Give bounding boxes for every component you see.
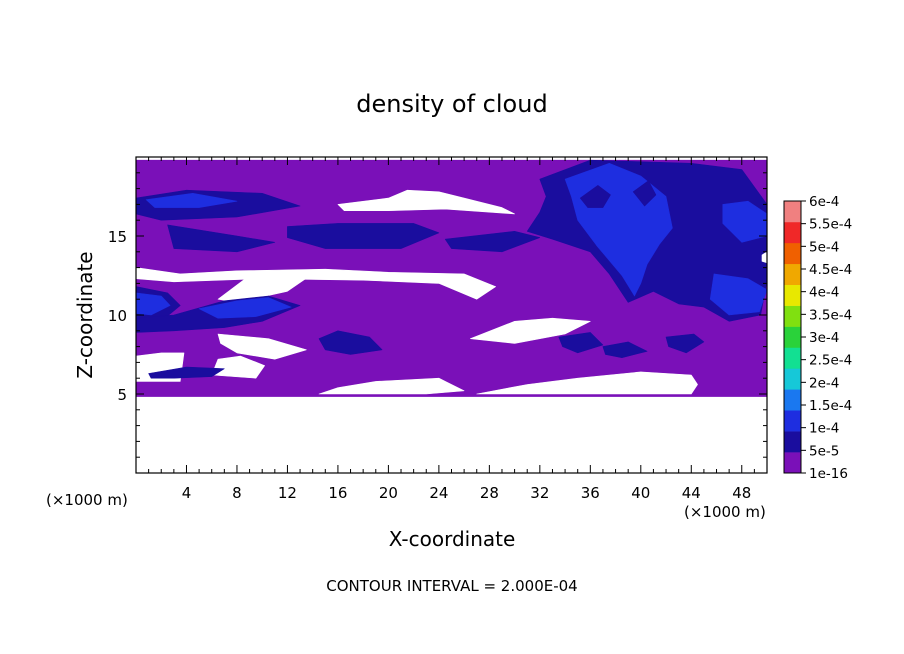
y-axis-label: Z-coordinate [73, 251, 97, 378]
colorbar-label: 5.5e-4 [809, 217, 852, 233]
contour-region-19 [665, 333, 705, 354]
colorbar-label: 2e-4 [809, 375, 839, 391]
colorbar-swatch [784, 284, 801, 306]
x-tick-label: 24 [429, 484, 448, 502]
colorbar-label: 3.5e-4 [809, 307, 852, 323]
x-tick-label: 48 [732, 484, 751, 502]
y-tick-label: 10 [108, 307, 127, 325]
colorbar-label: 1e-16 [809, 466, 848, 482]
x-tick-label: 40 [631, 484, 650, 502]
contour-region-17 [558, 332, 604, 354]
x-tick-label: 8 [232, 484, 242, 502]
contour-region-11 [167, 224, 276, 253]
colorbar-label: 4.5e-4 [809, 262, 852, 278]
colorbar-swatch [784, 242, 801, 265]
x-unit-left: (×1000 m) [46, 491, 128, 509]
contour-region-13 [444, 231, 541, 253]
colorbar-swatch [784, 431, 801, 453]
colorbar-label: 1e-4 [809, 421, 839, 437]
contour-region-26 [709, 273, 768, 316]
colorbar-swatch [784, 221, 801, 244]
colorbar: 1e-16 5e-5 1e-4 1.5e-4 2e-4 2.5e-4 3e-4 3.5e-4 4… [783, 194, 852, 482]
contour-region-9 [337, 189, 515, 215]
contour-plot [135, 159, 768, 474]
colorbar-swatch [784, 389, 801, 411]
y-tick-label: 15 [108, 228, 127, 246]
contour-region-2 [211, 355, 266, 379]
colorbar-label: 5e-4 [809, 239, 839, 255]
colorbar-label: 2.5e-4 [809, 353, 852, 369]
contour-region-29 [632, 180, 657, 207]
contour-region-23 [198, 297, 292, 319]
x-axis-label: X-coordinate [389, 527, 516, 551]
contour-region-8 [470, 317, 591, 344]
contour-interval-footer: CONTOUR INTERVAL = 2.000E-04 [326, 577, 577, 595]
contour-region-7 [476, 371, 698, 395]
colorbar-swatch [784, 368, 801, 390]
contour-region-4 [135, 267, 497, 300]
colorbar-label: 4e-4 [809, 285, 839, 301]
x-unit-right: (×1000 m) [684, 503, 766, 521]
x-tick-label: 20 [379, 484, 398, 502]
colorbar-label: 1.5e-4 [809, 398, 852, 414]
y-axis-ticks: 5 10 15 [108, 172, 767, 458]
x-tick-label: 28 [480, 484, 499, 502]
contour-region-5 [217, 333, 307, 360]
colorbar-swatch [784, 452, 801, 474]
chart-title: density of cloud [356, 90, 547, 118]
contour-region-12 [287, 223, 440, 249]
colorbar-label: 3e-4 [809, 330, 839, 346]
contour-region-16 [318, 330, 383, 355]
contour-region-22 [145, 193, 238, 208]
x-axis-ticks: 4 8 12 16 20 24 28 32 36 40 44 48 [148, 157, 755, 502]
x-tick-label: 12 [278, 484, 297, 502]
colorbar-label: 5e-5 [809, 443, 839, 459]
colorbar-swatch [784, 326, 801, 348]
x-tick-label: 36 [581, 484, 600, 502]
contour-region-28 [579, 185, 611, 208]
x-tick-label: 44 [682, 484, 701, 502]
x-tick-label: 32 [530, 484, 549, 502]
contour-region-31 [135, 396, 768, 474]
colorbar-swatch [784, 263, 801, 285]
colorbar-swatch [784, 305, 801, 327]
x-tick-label: 16 [328, 484, 347, 502]
colorbar-swatch [784, 201, 801, 223]
contour-region-18 [602, 341, 648, 359]
colorbar-swatch [784, 347, 801, 369]
contour-region-20 [148, 366, 225, 379]
colorbar-swatch [784, 410, 801, 432]
y-tick-label: 5 [117, 386, 127, 404]
colorbar-label: 6e-4 [809, 194, 839, 210]
contour-region-6 [318, 377, 465, 395]
x-tick-label: 4 [182, 484, 192, 502]
